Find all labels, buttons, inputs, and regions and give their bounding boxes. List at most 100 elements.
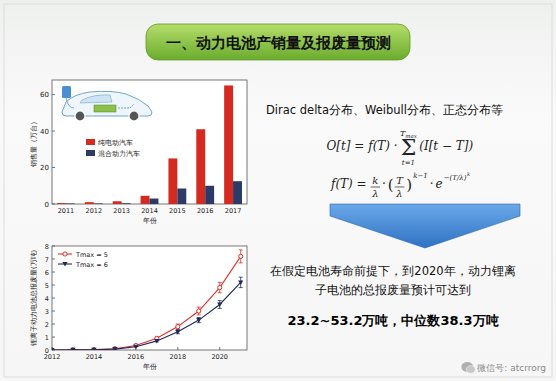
error-bar <box>197 307 201 315</box>
x-tick-label: 2011 <box>58 207 75 215</box>
x-tick-label: 2020 <box>211 353 228 361</box>
formula-text: k <box>467 171 470 177</box>
y-tick-label: 20 <box>40 164 49 172</box>
y-tick <box>52 167 55 168</box>
marker <box>176 325 180 329</box>
y-tick <box>52 204 55 205</box>
formula-text: · <box>382 177 386 191</box>
series-line <box>52 256 241 350</box>
line-marks <box>52 250 243 350</box>
y-tick <box>52 298 55 299</box>
y-tick-label: 40 <box>40 128 49 136</box>
x-tick <box>177 347 178 350</box>
background <box>0 0 556 381</box>
conclusion-line: 子电池的总报废量预计可达到 <box>315 283 471 297</box>
watermark-icon <box>466 366 475 374</box>
marker <box>133 345 138 350</box>
marker <box>239 254 243 258</box>
x-tick-label: 2016 <box>197 207 214 215</box>
y-tick-label: 0 <box>45 201 49 209</box>
conclusion-text: 在假定电池寿命前提下，到2020年，动力锂离子电池的总报废量预计可达到 <box>270 264 515 297</box>
arrow <box>330 204 520 248</box>
y-tick-label: 3 <box>45 308 49 316</box>
bar <box>177 189 186 205</box>
series-line <box>52 282 241 350</box>
y-tick-label: 4 <box>45 295 49 303</box>
formula-text: · <box>430 177 434 191</box>
car-wheel <box>129 111 139 121</box>
y-tick <box>52 285 55 286</box>
x-tick-label: 2016 <box>128 353 145 361</box>
x-axis-title: 年份 <box>143 363 157 371</box>
marker <box>154 339 159 344</box>
error-bar <box>218 282 222 292</box>
y-tick-label: 7 <box>45 256 49 264</box>
error-bar <box>197 318 201 323</box>
bars <box>57 85 242 204</box>
marker <box>92 348 96 350</box>
conclusion-line: 在假定电池寿命前提下，到2020年，动力锂离 <box>270 264 515 278</box>
formula-text: (I[t − T]) <box>419 139 473 153</box>
bar <box>224 85 233 204</box>
plot-frame <box>52 246 247 350</box>
marker <box>71 348 75 350</box>
header-title: 一、动力电池产销量及报废量预测 <box>166 34 391 52</box>
error-bar <box>176 330 180 334</box>
frac-line <box>371 187 380 188</box>
watermark: 微信号: atcrrorg <box>477 363 546 373</box>
marker <box>238 280 243 285</box>
legend-label: 混合动力汽车 <box>98 150 140 158</box>
bar <box>66 203 75 204</box>
slide: 一、动力电池产销量及报废量预测0204060销售量（万台）20112012201… <box>0 0 556 381</box>
y-tick-label: 6 <box>45 269 49 277</box>
car-icon <box>62 86 152 121</box>
error-bar <box>218 301 222 309</box>
y-tick <box>52 311 55 312</box>
x-tick-label: 2014 <box>86 353 103 361</box>
y-tick <box>52 94 55 95</box>
formula-frac: λ <box>395 188 402 199</box>
y-tick-label: 8 <box>45 243 49 251</box>
formula-text: O[t] = f(T) · <box>326 139 397 153</box>
error-bar <box>239 277 243 287</box>
y-axis-title: 销售量（万台） <box>30 118 38 168</box>
x-tick-label: 2012 <box>44 353 61 361</box>
formula-1: O[t] = f(T) ·ΣTmaxt=1(I[t − T]) <box>326 129 473 167</box>
formula-text: −(T/λ) <box>444 174 467 182</box>
legend-marker <box>62 262 67 267</box>
y-tick-label: 5 <box>45 282 49 290</box>
formula-frac: T <box>396 175 404 186</box>
y-tick <box>52 337 55 338</box>
car-battery <box>94 105 116 112</box>
legend-swatch <box>86 139 95 145</box>
x-tick-label: 2015 <box>169 207 186 215</box>
bar <box>141 196 150 204</box>
formula-text: k−1 <box>413 172 428 180</box>
distributions-text: Dirac delta分布、Weibull分布、正态分布等 <box>266 103 503 117</box>
slide-frame <box>4 4 552 377</box>
header-box <box>146 24 410 60</box>
marker <box>70 348 75 350</box>
formula-text: f(T) = <box>330 177 367 191</box>
formula-text: e <box>436 177 443 191</box>
y-tick <box>52 246 55 247</box>
error-bar <box>239 250 243 263</box>
legend-swatch <box>86 150 95 156</box>
line-chart: 01234567820122014201620182020年份锂离子动力电池总报… <box>30 243 247 372</box>
y-axis-title: 锂离子动力电池总报废量(万吨) <box>30 250 38 347</box>
x-tick-label: 2013 <box>113 207 130 215</box>
x-tick-label: 2017 <box>225 207 242 215</box>
marker <box>175 330 180 335</box>
charger-cable <box>66 98 74 108</box>
bar <box>168 158 177 204</box>
y-tick <box>52 259 55 260</box>
marker <box>217 303 222 308</box>
x-tick-label: 2012 <box>86 207 103 215</box>
formula-frac: k <box>372 175 378 186</box>
formula-frac: λ <box>371 188 378 199</box>
x-tick-label: 2018 <box>170 353 187 361</box>
bar <box>205 186 214 204</box>
formula-2: f(T) =kλ·(Tλ)k−1·e−(T/λ)k <box>330 171 470 199</box>
car-wheel <box>75 111 85 121</box>
charger <box>62 86 71 98</box>
